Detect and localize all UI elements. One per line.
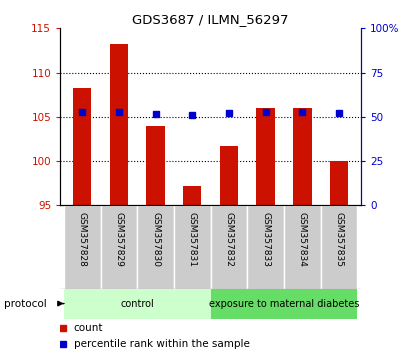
Bar xyxy=(174,205,210,289)
Bar xyxy=(183,186,201,205)
Text: GSM357828: GSM357828 xyxy=(78,212,87,267)
Bar xyxy=(284,205,321,289)
Text: GSM357830: GSM357830 xyxy=(151,212,160,267)
Bar xyxy=(100,205,137,289)
Text: percentile rank within the sample: percentile rank within the sample xyxy=(74,339,249,349)
Bar xyxy=(321,205,357,289)
Bar xyxy=(64,289,211,319)
Bar xyxy=(211,289,357,319)
Text: GSM357831: GSM357831 xyxy=(188,212,197,267)
Text: GSM357835: GSM357835 xyxy=(334,212,344,267)
Bar xyxy=(146,126,165,205)
Text: protocol: protocol xyxy=(4,298,47,309)
Bar xyxy=(220,146,238,205)
Bar xyxy=(293,108,312,205)
Bar xyxy=(64,205,100,289)
Text: GSM357832: GSM357832 xyxy=(225,212,234,267)
Bar xyxy=(330,161,348,205)
Title: GDS3687 / ILMN_56297: GDS3687 / ILMN_56297 xyxy=(132,13,289,26)
Bar xyxy=(137,205,174,289)
Bar xyxy=(211,205,247,289)
Text: control: control xyxy=(120,298,154,309)
Text: GSM357833: GSM357833 xyxy=(261,212,270,267)
Text: exposure to maternal diabetes: exposure to maternal diabetes xyxy=(209,298,359,309)
Text: GSM357834: GSM357834 xyxy=(298,212,307,267)
Bar xyxy=(247,205,284,289)
Bar xyxy=(256,108,275,205)
Text: GSM357829: GSM357829 xyxy=(115,212,123,267)
Text: count: count xyxy=(74,323,103,333)
Bar xyxy=(110,44,128,205)
Bar xyxy=(73,88,91,205)
